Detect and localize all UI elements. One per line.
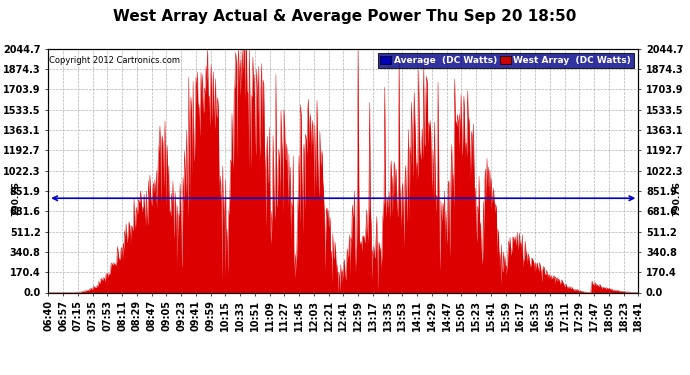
Text: 790.76: 790.76: [672, 181, 681, 216]
Legend: Average  (DC Watts), West Array  (DC Watts): Average (DC Watts), West Array (DC Watts…: [377, 53, 633, 68]
Text: West Array Actual & Average Power Thu Sep 20 18:50: West Array Actual & Average Power Thu Se…: [113, 9, 577, 24]
Text: Copyright 2012 Cartronics.com: Copyright 2012 Cartronics.com: [50, 56, 181, 65]
Text: 790.76: 790.76: [11, 181, 20, 216]
